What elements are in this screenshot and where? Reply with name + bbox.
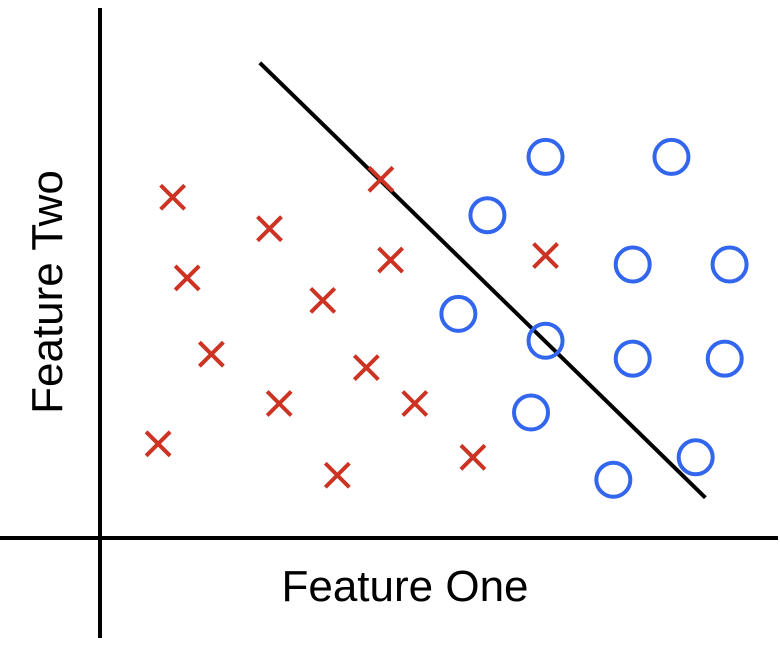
circle-marker xyxy=(439,294,478,333)
circle-marker xyxy=(710,245,749,284)
x-marker xyxy=(459,443,487,471)
x-marker xyxy=(377,246,404,274)
x-axis-label: Feature One xyxy=(281,562,528,611)
circle-marker xyxy=(652,137,691,176)
x-marker xyxy=(159,183,187,211)
circle-marker xyxy=(526,137,565,176)
circle-marker xyxy=(526,321,565,360)
x-marker xyxy=(173,264,201,292)
x-marker xyxy=(323,461,351,489)
x-marker xyxy=(256,215,283,243)
circle-marker xyxy=(468,196,507,235)
x-marker xyxy=(265,390,293,417)
x-marker xyxy=(197,340,225,368)
x-marker xyxy=(367,165,395,193)
circle-marker xyxy=(512,393,551,432)
x-marker xyxy=(532,242,559,269)
x-marker xyxy=(144,430,172,458)
circle-marker xyxy=(613,245,652,284)
circle-marker xyxy=(613,339,652,378)
x-marker xyxy=(401,390,429,417)
decision-boundary-line xyxy=(258,61,707,500)
x-marker xyxy=(309,286,337,314)
x-marker xyxy=(352,354,380,382)
y-axis-label: Feature Two xyxy=(23,170,72,414)
circle-marker xyxy=(594,460,633,499)
circle-marker xyxy=(676,438,715,477)
circle-marker xyxy=(705,339,744,378)
